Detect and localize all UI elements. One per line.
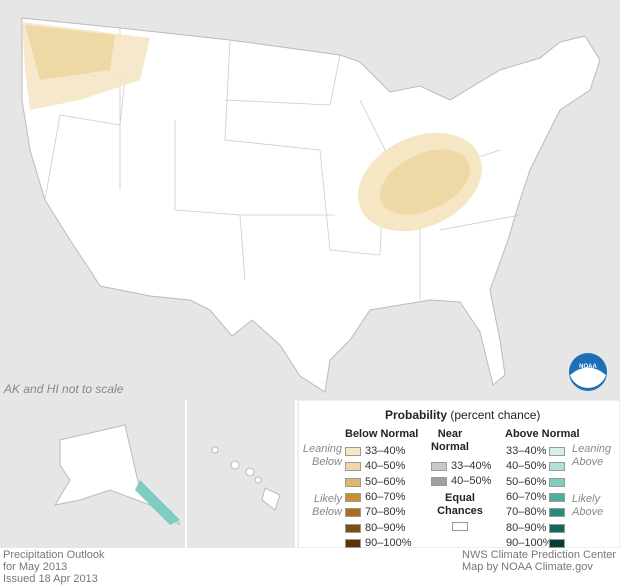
outlook-area bbox=[25, 25, 115, 80]
legend-group-label: Likely Below bbox=[312, 493, 342, 518]
legend-swatch bbox=[549, 477, 565, 487]
legend-label: 40–50% bbox=[506, 460, 547, 473]
legend-swatch bbox=[431, 462, 447, 471]
legend-title-row: Probability (percent chance) bbox=[385, 408, 540, 422]
legend-group-label: Leaning Below bbox=[302, 443, 342, 468]
legend-label: 90–100% bbox=[365, 536, 412, 549]
legend-label: 33–40% bbox=[365, 445, 406, 457]
footer-left: Precipitation Outlook for May 2013 Issue… bbox=[3, 549, 105, 585]
legend-swatch bbox=[345, 523, 361, 533]
legend-group-label: Leaning Above bbox=[572, 443, 612, 468]
logo-text: NOAA bbox=[579, 364, 597, 370]
outlook-area bbox=[379, 149, 471, 215]
legend-label: 80–90% bbox=[365, 521, 406, 534]
legend-swatch bbox=[549, 462, 565, 472]
legend-group-label: Likely Above bbox=[572, 493, 604, 518]
legend-label: 40–50% bbox=[365, 460, 406, 473]
legend-swatch bbox=[345, 508, 361, 518]
legend-subtitle: (percent chance) bbox=[450, 408, 541, 422]
map-note: AK and HI not to scale bbox=[3, 382, 124, 396]
legend-heading: Equal Chances bbox=[437, 492, 483, 517]
noaa-logo-wave bbox=[570, 367, 606, 388]
legend-swatch bbox=[549, 492, 565, 502]
legend-label: 33–40% bbox=[506, 445, 547, 457]
legend-label: 90–100% bbox=[506, 536, 553, 549]
legend-label: 33–40% bbox=[451, 460, 492, 472]
legend-swatch bbox=[345, 447, 361, 456]
outlook-area bbox=[135, 480, 180, 525]
footer-right: NWS Climate Prediction Center Map by NOA… bbox=[462, 549, 616, 573]
legend-label: 60–70% bbox=[506, 490, 547, 503]
legend-swatch bbox=[549, 538, 565, 548]
legend-label: 50–60% bbox=[365, 475, 406, 488]
legend-heading: Below Normal bbox=[345, 428, 419, 440]
legend-swatch bbox=[345, 538, 361, 548]
hawaii-inset bbox=[187, 400, 295, 548]
legend-label: 60–70% bbox=[365, 490, 406, 503]
legend-swatch bbox=[549, 523, 565, 533]
footer-line: for May 2013 bbox=[3, 561, 68, 573]
footer-line: Map by NOAA Climate.gov bbox=[462, 561, 593, 573]
legend-swatch bbox=[549, 508, 565, 518]
footer-line: Precipitation Outlook bbox=[3, 549, 105, 561]
legend-heading: Near Normal bbox=[431, 428, 469, 453]
legend-swatch bbox=[345, 477, 361, 487]
legend-label: 70–80% bbox=[506, 506, 547, 519]
legend-swatch bbox=[452, 522, 468, 531]
map: NOAA AK and HI not to scale bbox=[0, 0, 620, 548]
hawaii bbox=[211, 446, 281, 511]
legend-swatch bbox=[345, 462, 361, 472]
legend-label: 50–60% bbox=[506, 475, 547, 488]
legend-label: 80–90% bbox=[506, 521, 547, 534]
footer-line: NWS Climate Prediction Center bbox=[462, 549, 617, 561]
footer-line: Issued 18 Apr 2013 bbox=[3, 573, 98, 585]
legend-title: Probability bbox=[385, 408, 448, 422]
legend-heading: Above Normal bbox=[505, 428, 580, 440]
legend-swatch bbox=[431, 477, 447, 487]
us-land bbox=[21, 17, 601, 393]
legend-label: 70–80% bbox=[365, 506, 406, 519]
legend-swatch bbox=[345, 492, 361, 502]
legend-swatch bbox=[549, 447, 565, 456]
legend-label: 40–50% bbox=[451, 475, 492, 488]
